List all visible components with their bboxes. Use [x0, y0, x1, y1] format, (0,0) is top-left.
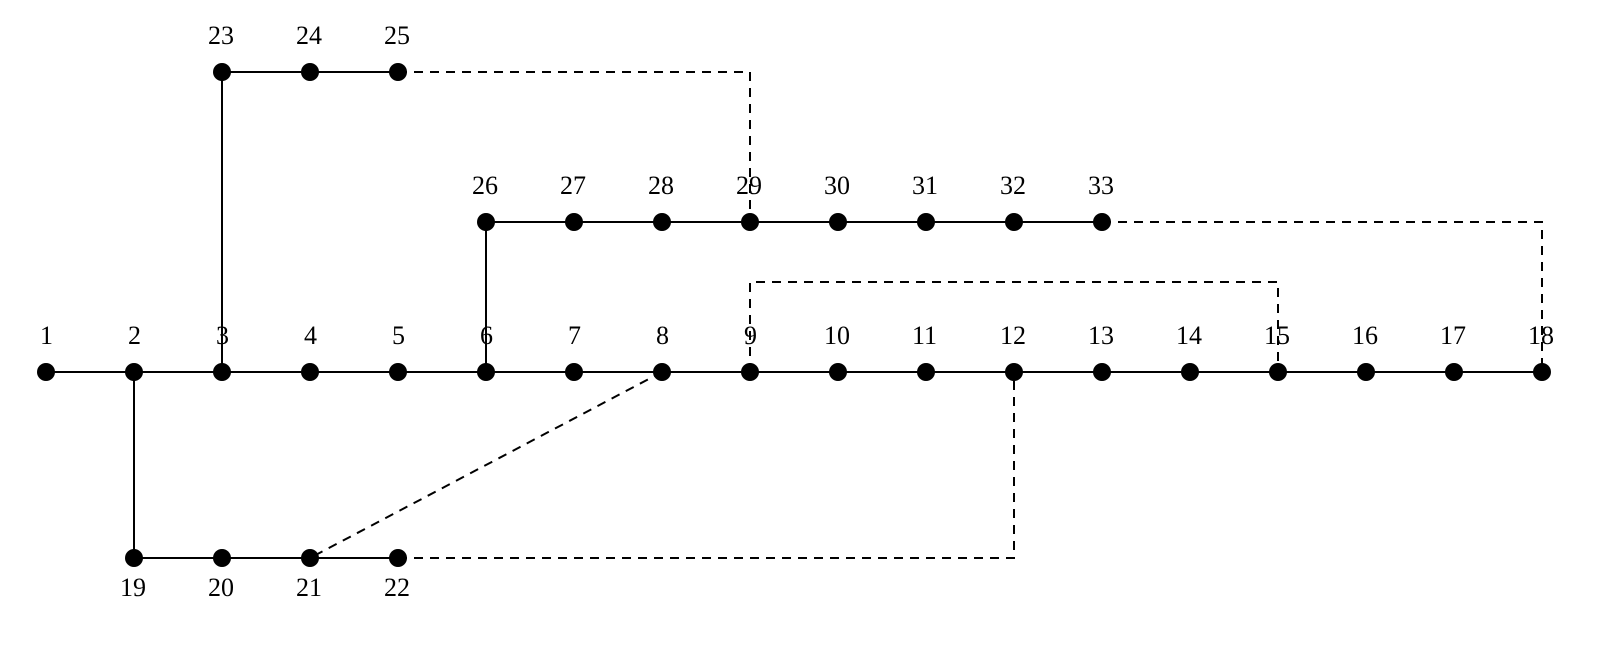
node-13	[1093, 363, 1111, 381]
node-19	[125, 549, 143, 567]
node-label-5: 5	[392, 321, 405, 350]
node-4	[301, 363, 319, 381]
node-15	[1269, 363, 1287, 381]
node-label-10: 10	[824, 321, 850, 350]
node-label-15: 15	[1264, 321, 1290, 350]
node-label-8: 8	[656, 321, 669, 350]
node-11	[917, 363, 935, 381]
node-label-16: 16	[1352, 321, 1378, 350]
edge-33-18	[1102, 222, 1542, 372]
node-24	[301, 63, 319, 81]
node-1	[37, 363, 55, 381]
nodes-layer	[37, 63, 1551, 567]
edge-22-12	[398, 372, 1014, 558]
node-label-33: 33	[1088, 171, 1114, 200]
edge-8-21	[310, 372, 662, 558]
node-label-30: 30	[824, 171, 850, 200]
node-label-2: 2	[128, 321, 141, 350]
node-6	[477, 363, 495, 381]
node-21	[301, 549, 319, 567]
node-29	[741, 213, 759, 231]
node-26	[477, 213, 495, 231]
node-label-17: 17	[1440, 321, 1466, 350]
node-3	[213, 363, 231, 381]
node-9	[741, 363, 759, 381]
node-label-4: 4	[304, 321, 317, 350]
node-label-32: 32	[1000, 171, 1026, 200]
node-label-19: 19	[120, 573, 146, 602]
node-18	[1533, 363, 1551, 381]
node-7	[565, 363, 583, 381]
node-label-12: 12	[1000, 321, 1026, 350]
node-label-22: 22	[384, 573, 410, 602]
network-diagram: 1234567891011121314151617181920212223242…	[0, 0, 1620, 656]
node-14	[1181, 363, 1199, 381]
edges-layer	[46, 72, 1542, 558]
node-label-18: 18	[1528, 321, 1554, 350]
node-label-27: 27	[560, 171, 586, 200]
node-10	[829, 363, 847, 381]
node-32	[1005, 213, 1023, 231]
node-label-3: 3	[216, 321, 229, 350]
node-label-1: 1	[40, 321, 53, 350]
node-31	[917, 213, 935, 231]
node-22	[389, 549, 407, 567]
node-27	[565, 213, 583, 231]
node-16	[1357, 363, 1375, 381]
node-label-29: 29	[736, 171, 762, 200]
node-label-21: 21	[296, 573, 322, 602]
node-33	[1093, 213, 1111, 231]
node-label-25: 25	[384, 21, 410, 50]
node-30	[829, 213, 847, 231]
node-label-9: 9	[744, 321, 757, 350]
node-20	[213, 549, 231, 567]
node-5	[389, 363, 407, 381]
node-25	[389, 63, 407, 81]
node-28	[653, 213, 671, 231]
node-label-14: 14	[1176, 321, 1202, 350]
node-label-31: 31	[912, 171, 938, 200]
node-8	[653, 363, 671, 381]
node-label-11: 11	[912, 321, 937, 350]
node-label-24: 24	[296, 21, 322, 50]
node-2	[125, 363, 143, 381]
node-12	[1005, 363, 1023, 381]
labels-layer: 1234567891011121314151617181920212223242…	[40, 21, 1554, 602]
node-label-6: 6	[480, 321, 493, 350]
node-label-28: 28	[648, 171, 674, 200]
node-label-20: 20	[208, 573, 234, 602]
node-23	[213, 63, 231, 81]
node-17	[1445, 363, 1463, 381]
node-label-7: 7	[568, 321, 581, 350]
node-label-23: 23	[208, 21, 234, 50]
node-label-13: 13	[1088, 321, 1114, 350]
node-label-26: 26	[472, 171, 498, 200]
